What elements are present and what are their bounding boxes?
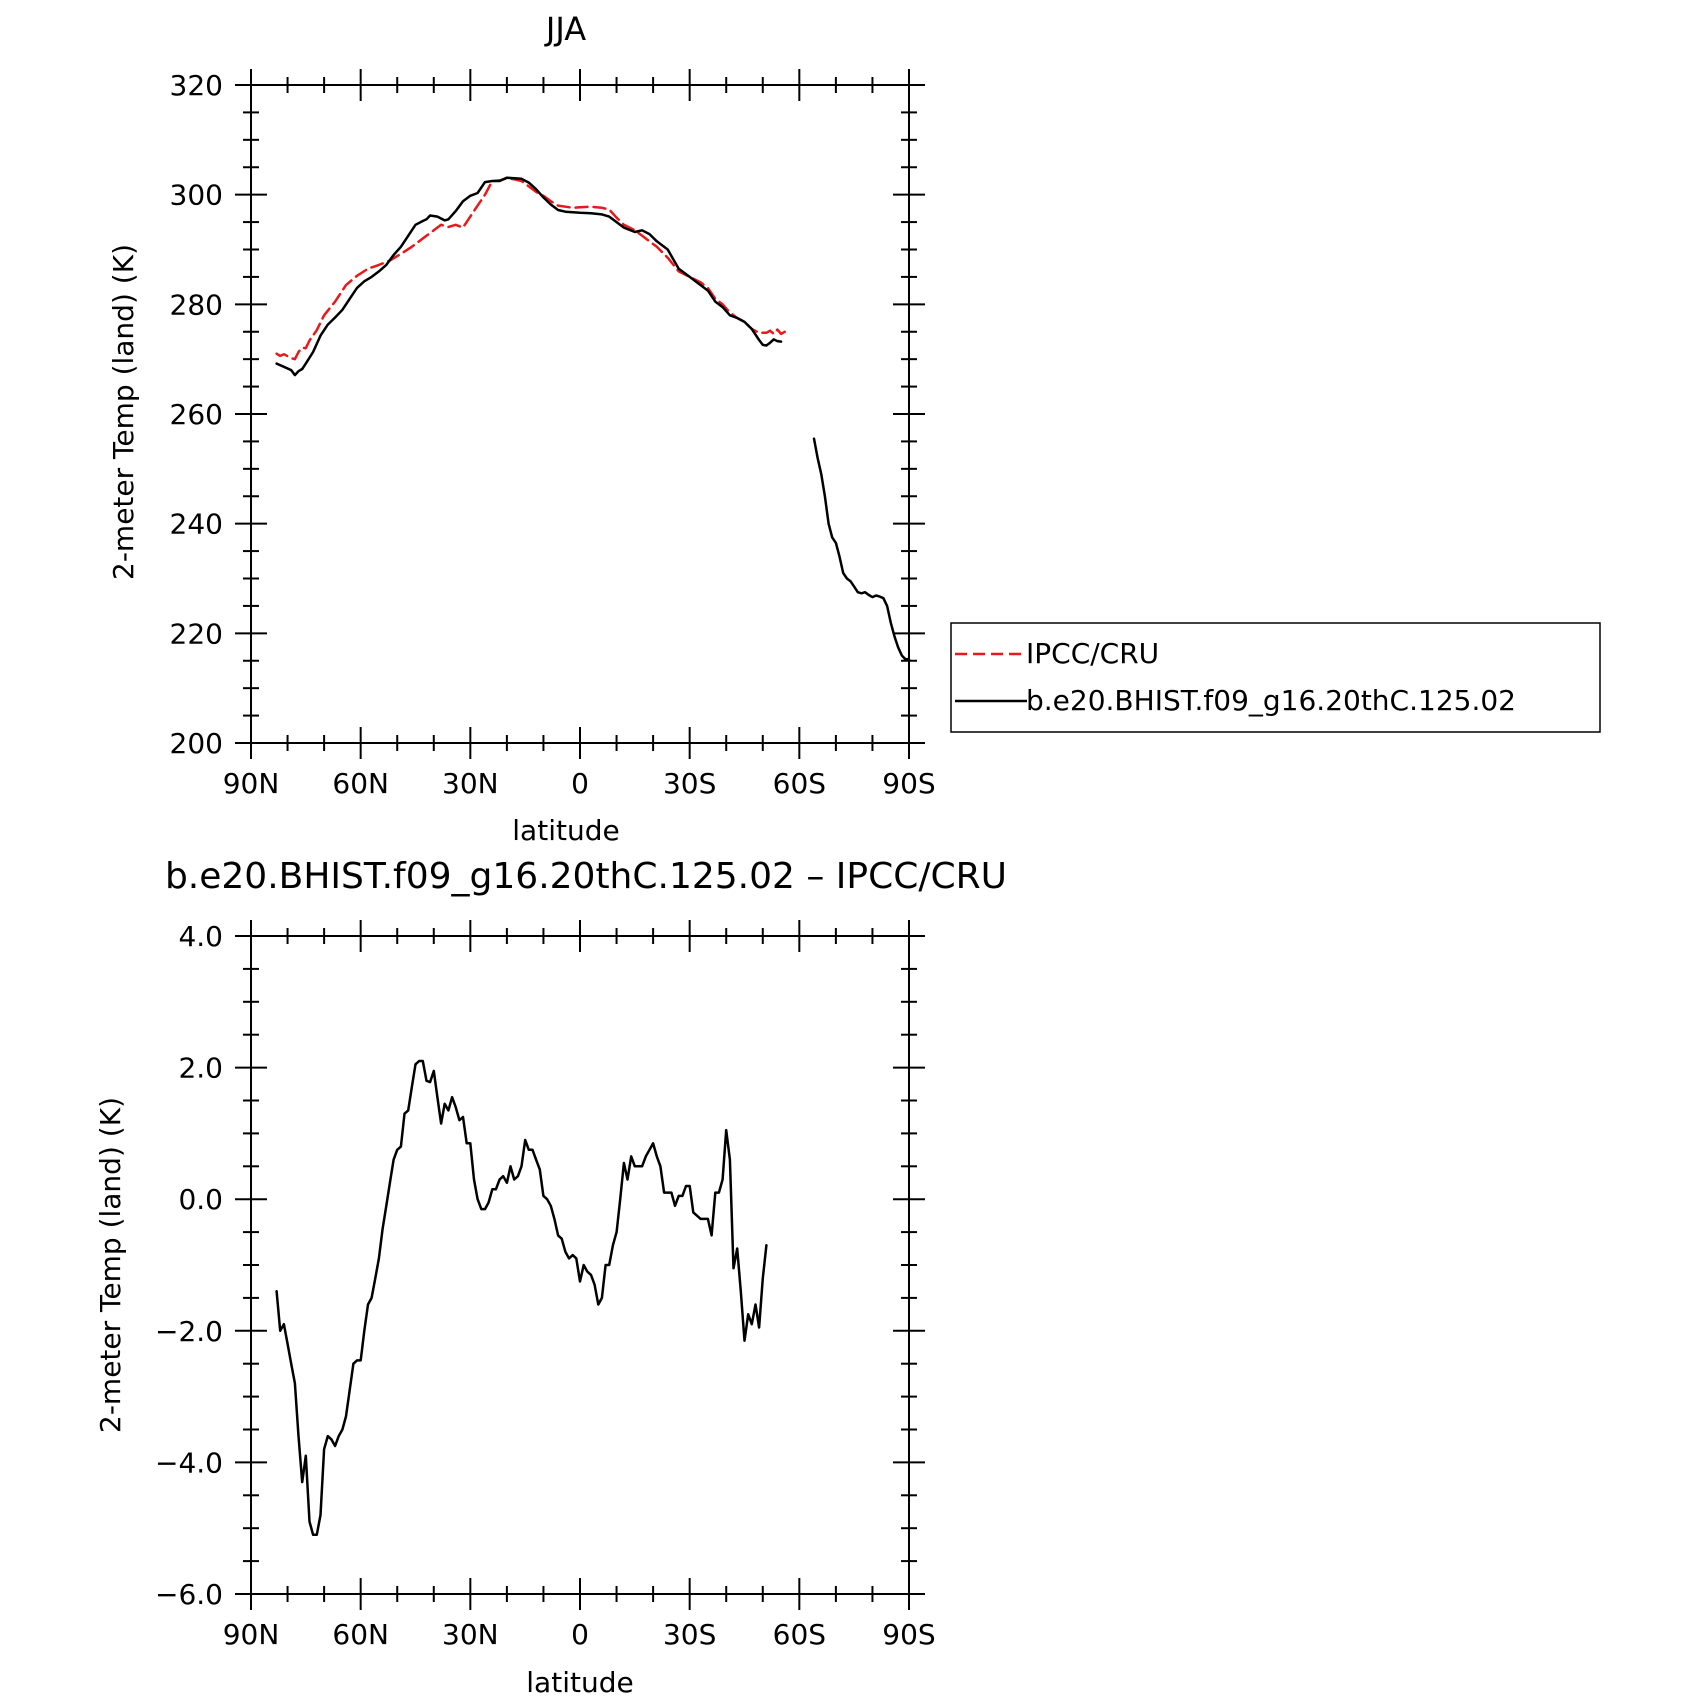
y-tick-label: 320 (170, 69, 223, 102)
x-tick-label: 0 (571, 1618, 589, 1651)
x-axis-label: latitude (526, 1666, 633, 1697)
series-line-model-segment-0 (275, 176, 783, 377)
y-tick-label: 0.0 (178, 1183, 223, 1216)
y-axis-label: 2-meter Temp (land) (K) (107, 244, 140, 580)
temperature-panel: JJA latitude 2-meter Temp (land) (K) 200… (107, 10, 936, 847)
y-tick-label: 2.0 (178, 1052, 223, 1085)
y-tick-label: −6.0 (155, 1578, 223, 1611)
x-tick-label: 30N (442, 767, 499, 800)
difference-panel: b.e20.BHIST.f09_g16.20thC.125.02 – IPCC/… (94, 856, 1007, 1697)
series-line-ipcc-cru-segment-0 (275, 176, 786, 361)
x-tick-label: 90N (223, 767, 280, 800)
y-tick-label: 260 (170, 398, 223, 431)
x-tick-label: 30S (663, 767, 716, 800)
x-tick-label: 90S (882, 767, 935, 800)
x-tick-label: 30N (442, 1618, 499, 1651)
x-tick-label: 60N (332, 767, 389, 800)
y-tick-label: −4.0 (155, 1446, 223, 1479)
y-tick-label: 4.0 (178, 920, 223, 953)
series-line-model-segment-0 (275, 1059, 768, 1537)
series-line-model-segment-1 (812, 437, 911, 661)
x-tick-label: 0 (571, 767, 589, 800)
legend: IPCC/CRU b.e20.BHIST.f09_g16.20thC.125.0… (950, 622, 1601, 733)
plot-frame (250, 84, 910, 744)
x-axis-label: latitude (512, 814, 619, 847)
x-tick-label: 90N (223, 1618, 280, 1651)
x-tick-label: 90S (882, 1618, 935, 1651)
y-tick-label: 300 (170, 179, 223, 212)
x-tick-label: 60S (773, 1618, 826, 1651)
y-tick-label: −2.0 (155, 1315, 223, 1348)
chart-title: JJA (544, 10, 586, 48)
y-tick-label: 220 (170, 617, 223, 650)
legend-entry-model: b.e20.BHIST.f09_g16.20thC.125.02 (1026, 684, 1516, 717)
legend-entry-ipcc-cru: IPCC/CRU (1026, 637, 1159, 670)
y-tick-label: 200 (170, 727, 223, 760)
x-tick-label: 60S (773, 767, 826, 800)
plot-frame (250, 935, 910, 1595)
y-tick-label: 240 (170, 508, 223, 541)
legend-box (950, 622, 1601, 733)
x-tick-label: 30S (663, 1618, 716, 1651)
chart-title: b.e20.BHIST.f09_g16.20thC.125.02 – IPCC/… (165, 856, 1007, 897)
y-axis-label: 2-meter Temp (land) (K) (94, 1097, 127, 1433)
y-tick-label: 280 (170, 288, 223, 321)
x-tick-label: 60N (332, 1618, 389, 1651)
